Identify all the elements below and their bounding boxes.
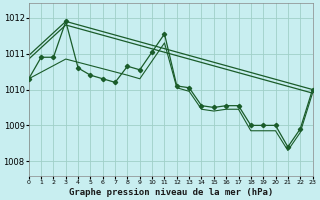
- X-axis label: Graphe pression niveau de la mer (hPa): Graphe pression niveau de la mer (hPa): [68, 188, 273, 197]
